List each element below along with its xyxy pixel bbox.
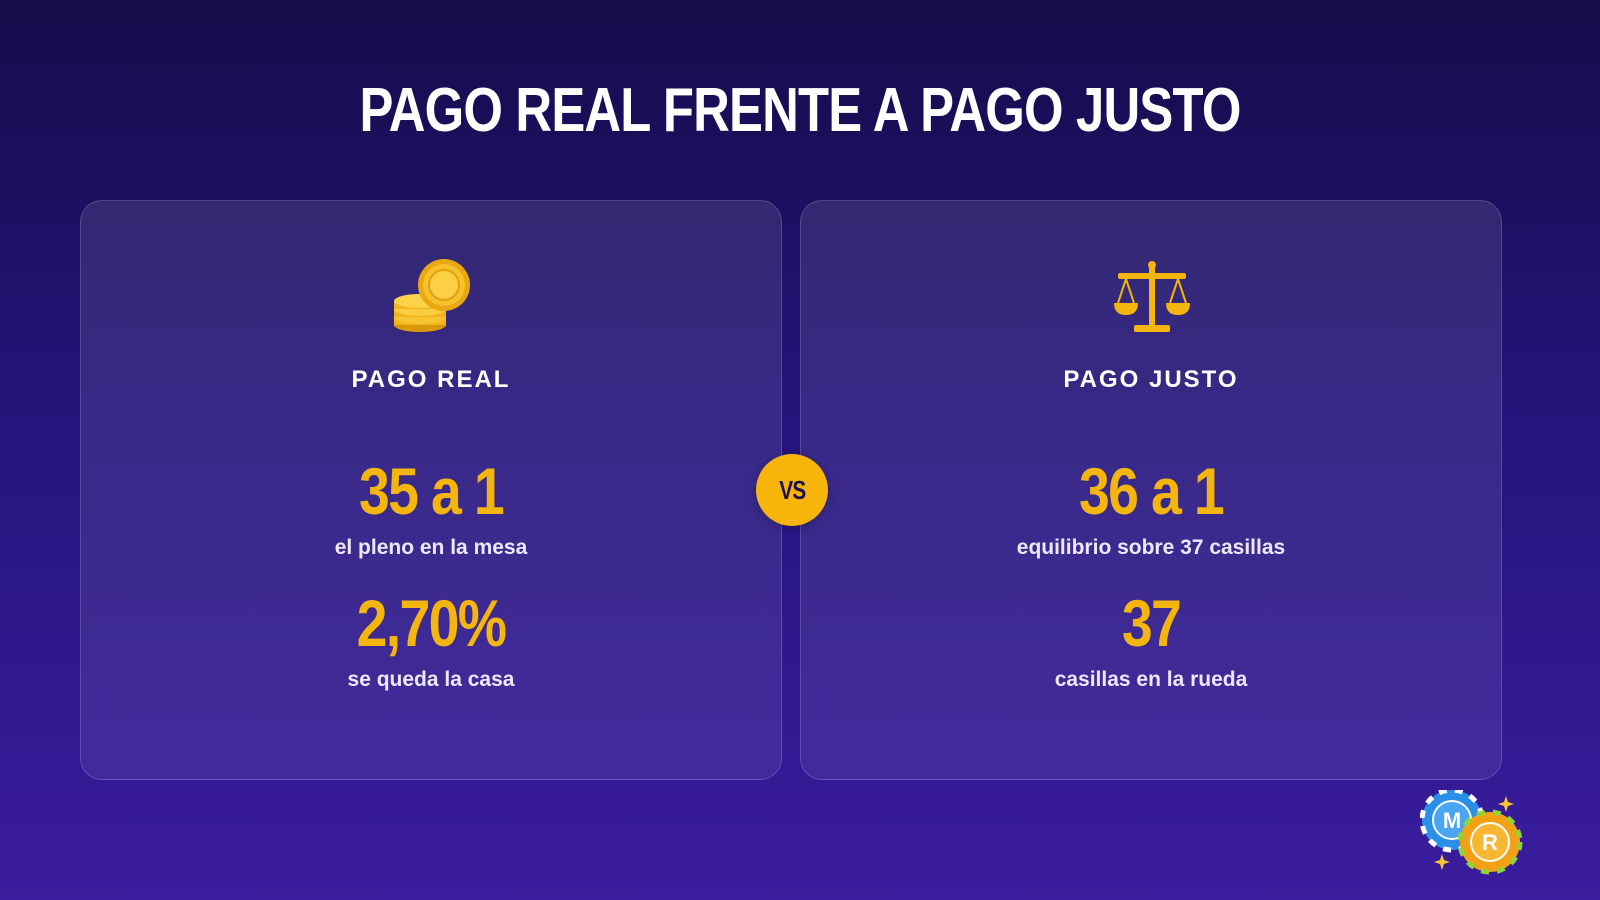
card-heading: PAGO JUSTO (1063, 366, 1239, 393)
stat-label: el pleno en la mesa (334, 536, 528, 559)
card-pago-justo: PAGO JUSTO 36 a 1 equilibrio sobre 37 ca… (800, 200, 1502, 780)
stat-label: casillas en la rueda (1054, 668, 1248, 691)
stat-label: equilibrio sobre 37 casillas (1016, 536, 1286, 559)
stat-value: 37 (1121, 586, 1182, 660)
vs-badge: VS (756, 454, 828, 526)
card-pago-real: PAGO REAL 35 a 1 el pleno en la mesa 2,7… (80, 200, 782, 780)
vs-label: VS (778, 474, 806, 505)
svg-text:R: R (1482, 830, 1498, 855)
stat-value: 35 a 1 (358, 454, 505, 528)
casino-chips-logo: M R (1419, 787, 1540, 890)
page-title: PAGO REAL FRENTE A PAGO JUSTO (359, 76, 1241, 145)
balance-scale-icon (1112, 257, 1192, 337)
svg-text:M: M (1443, 808, 1461, 833)
coin-stack-icon (392, 257, 472, 337)
stat-label: se queda la casa (347, 668, 515, 691)
card-heading: PAGO REAL (351, 366, 511, 393)
stat-value: 2,70% (356, 586, 507, 660)
stat-value: 36 a 1 (1078, 454, 1225, 528)
